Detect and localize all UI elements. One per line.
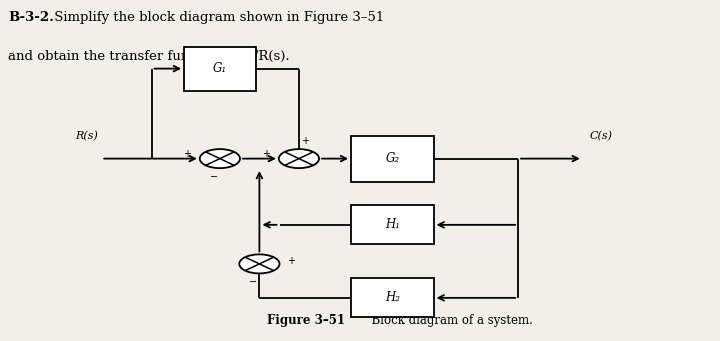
Text: R(s): R(s) <box>76 131 99 142</box>
FancyBboxPatch shape <box>351 278 433 317</box>
Text: −: − <box>249 277 258 287</box>
Circle shape <box>239 254 279 273</box>
Text: and obtain the transfer function C(s)/R(s).: and obtain the transfer function C(s)/R(… <box>8 50 289 63</box>
Text: +: + <box>301 136 309 146</box>
Text: H₂: H₂ <box>384 291 400 305</box>
Text: +: + <box>183 149 191 159</box>
FancyBboxPatch shape <box>351 205 433 244</box>
Text: G₂: G₂ <box>385 152 400 165</box>
Text: B-3-2.: B-3-2. <box>8 11 54 24</box>
Text: Block diagram of a system.: Block diagram of a system. <box>364 314 533 327</box>
FancyBboxPatch shape <box>184 46 256 91</box>
Text: +: + <box>262 149 270 159</box>
Text: H₁: H₁ <box>384 218 400 231</box>
Circle shape <box>279 149 319 168</box>
Text: Figure 3–51: Figure 3–51 <box>266 314 345 327</box>
Text: Simplify the block diagram shown in Figure 3–51: Simplify the block diagram shown in Figu… <box>50 11 384 24</box>
Text: −: − <box>210 172 218 182</box>
Text: +: + <box>287 256 294 266</box>
FancyBboxPatch shape <box>351 136 433 181</box>
Circle shape <box>199 149 240 168</box>
Text: G₁: G₁ <box>213 62 227 75</box>
Text: C(s): C(s) <box>589 131 612 142</box>
